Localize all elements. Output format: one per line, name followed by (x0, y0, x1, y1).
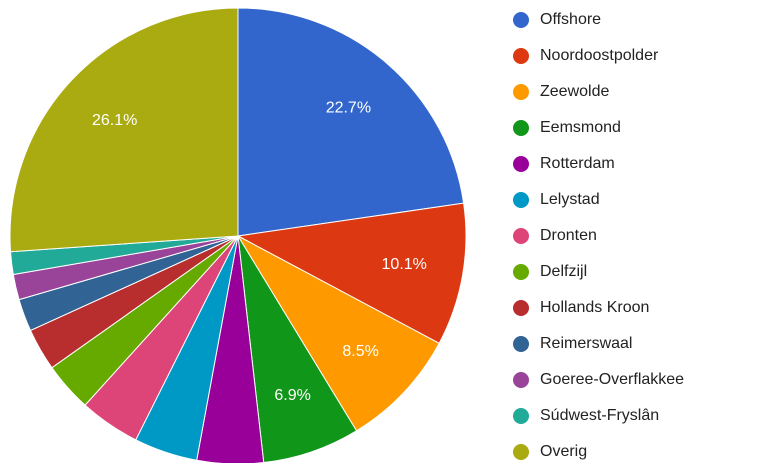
data-label: 22.7% (326, 100, 371, 117)
legend-marker (513, 264, 529, 280)
legend-label: Hollands Kroon (540, 299, 649, 316)
pie-slice (236, 234, 440, 432)
data-label: 10.1% (382, 256, 427, 273)
legend-label: Súdwest-Fryslân (540, 407, 659, 424)
legend-marker (513, 300, 529, 316)
legend-marker (513, 372, 529, 388)
pie-slice (9, 7, 239, 253)
legend-marker (513, 84, 529, 100)
legend-marker (513, 120, 529, 136)
legend-marker (513, 192, 529, 208)
data-label: 6.9% (274, 387, 310, 404)
legend-label: Lelystad (540, 191, 600, 208)
legend-label: Overig (540, 443, 587, 460)
pie-slice (237, 7, 465, 237)
legend-label: Eemsmond (540, 119, 621, 136)
legend-label: Rotterdam (540, 155, 615, 172)
legend-marker (513, 408, 529, 424)
legend-label: Reimerswaal (540, 335, 632, 352)
legend-label: Zeewolde (540, 83, 609, 100)
legend-label: Offshore (540, 11, 601, 28)
data-label: 26.1% (92, 112, 137, 129)
legend-label: Delfzijl (540, 263, 587, 280)
pie-slice (236, 202, 467, 344)
legend-marker (513, 444, 529, 460)
legend-label: Noordoostpolder (540, 47, 659, 64)
legend-marker (513, 48, 529, 64)
legend-label: Goeree-Overflakkee (540, 371, 684, 388)
legend-marker (513, 156, 529, 172)
data-label: 8.5% (342, 343, 378, 360)
legend-marker (513, 228, 529, 244)
legend-marker (513, 336, 529, 352)
legend-marker (513, 12, 529, 28)
legend-label: Dronten (540, 227, 597, 244)
